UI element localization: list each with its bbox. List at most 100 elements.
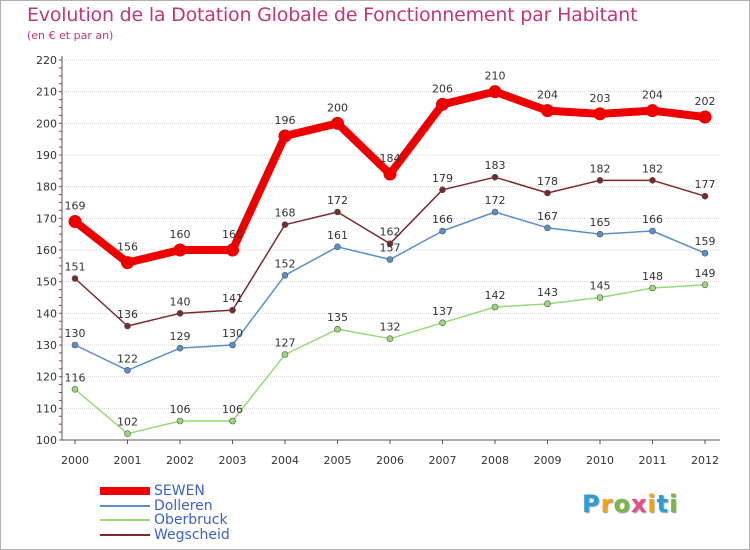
data-point [544,189,551,197]
data-point [649,177,656,184]
data-label: 204 [642,89,663,102]
data-label: 204 [537,89,558,102]
series-oberbruck [71,281,709,437]
data-point [701,249,709,257]
logo-letter: t [656,490,670,518]
data-label: 130 [65,327,86,340]
data-point [176,344,184,352]
x-tick-label: 2006 [376,454,404,467]
data-point [544,300,551,308]
proxiti-logo: Proxiti [582,490,678,518]
x-tick-label: 2004 [271,454,299,467]
x-tick-label: 2001 [114,454,142,467]
data-label: 206 [432,82,453,95]
data-point [229,306,236,314]
data-point [331,116,344,130]
data-point [491,173,499,181]
data-point [541,104,554,118]
data-label: 106 [222,403,243,416]
data-label: 132 [380,321,401,334]
data-point [386,240,394,247]
data-label: 142 [485,289,506,302]
data-point [386,335,394,342]
legend-label: Dolleren [154,497,213,514]
data-point [124,430,131,437]
data-label: 167 [537,210,558,223]
data-label: 161 [327,229,348,242]
y-tick-label: 150 [36,276,57,289]
y-tick-label: 110 [36,402,57,415]
data-label: 102 [117,416,138,429]
data-point [124,322,131,330]
data-point [71,341,79,349]
data-point [176,310,184,317]
data-label: 157 [380,242,401,255]
data-point [488,85,502,99]
data-label: 140 [170,295,191,308]
data-label: 179 [432,172,453,185]
data-label: 143 [537,286,558,299]
data-point [124,367,131,374]
legend-swatch [100,487,150,496]
data-label: 172 [327,194,348,207]
data-label: 184 [380,152,401,165]
data-point [593,107,607,121]
x-tick-label: 2002 [166,454,194,467]
logo-letter: i [669,490,679,518]
data-label: 151 [65,261,86,274]
data-point [71,386,79,393]
y-tick-label: 170 [36,212,57,225]
data-point [701,192,709,200]
y-tick-label: 180 [36,181,57,194]
data-label: 130 [222,327,243,340]
data-point [229,341,236,349]
chart-title: Evolution de la Dotation Globale de Fonc… [27,4,638,26]
data-labels: 169 156 160 160 196 200 184 206 210 204 203 204 202 1… [65,70,716,429]
legend-swatch [100,519,150,522]
data-point [649,227,656,235]
gridlines [62,59,720,441]
legend-swatch [100,504,150,507]
data-point [176,417,184,425]
y-tick-label: 160 [36,244,57,257]
data-label: 166 [432,213,453,226]
x-tick-label: 2009 [534,454,562,467]
data-point [71,275,79,282]
data-label: 172 [485,194,506,207]
data-point [278,129,292,143]
logo-letter: o [613,490,631,518]
data-point [173,243,187,257]
series-wegscheid [71,173,709,330]
chart-subtitle: (en € et par an) [27,29,114,42]
y-tick-label: 100 [36,434,57,447]
legend-label: Wegscheid [154,526,230,543]
x-tick-label: 2005 [324,454,352,467]
y-tick-label: 210 [36,86,57,99]
data-point [334,243,341,251]
data-point [436,97,449,111]
data-label: 145 [590,280,611,293]
data-label: 169 [65,200,86,213]
data-label: 135 [327,311,348,324]
data-label: 160 [170,228,191,241]
data-point [229,417,236,425]
data-point [491,303,499,311]
data-label: 168 [275,207,296,220]
data-label: 137 [432,305,453,318]
y-tick-label: 220 [36,54,57,67]
series-dolleren [71,208,709,374]
legend: SEWEN Dolleren Oberbruck Wegscheid [100,484,230,542]
data-point [596,294,604,301]
data-point [491,208,499,216]
legend-label: SEWEN [154,483,205,500]
data-label: 202 [695,95,716,108]
x-tick-label: 2007 [429,454,457,467]
data-label: 129 [170,330,191,343]
y-tick-label: 200 [36,117,57,130]
data-point [281,272,289,279]
data-label: 152 [275,257,296,270]
data-label: 177 [695,178,716,191]
data-point [646,104,659,118]
data-point [68,215,82,228]
legend-item-dolleren: Dolleren [100,499,230,514]
